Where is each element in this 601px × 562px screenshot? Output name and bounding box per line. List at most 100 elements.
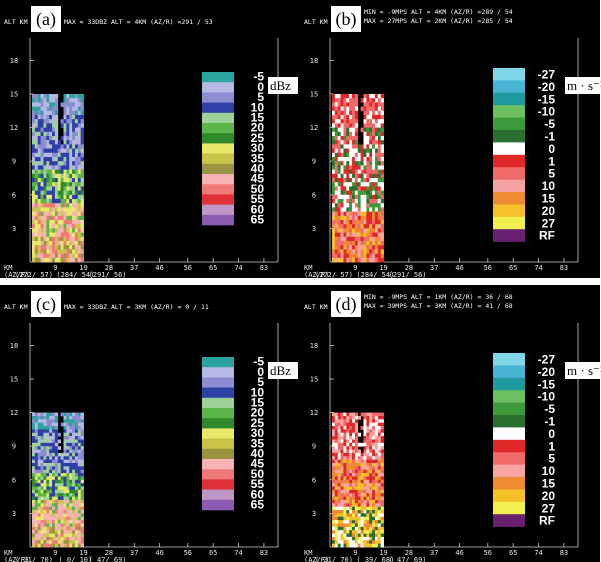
radar-cell: [372, 94, 376, 99]
radar-cell: [343, 211, 347, 217]
radar-cell: [366, 169, 370, 175]
radar-cell: [32, 182, 36, 187]
radar-cell: [54, 533, 59, 538]
radar-cell: [340, 469, 344, 474]
radar-cell: [346, 486, 350, 491]
radar-cell: [40, 520, 44, 524]
radar-cell: [374, 131, 379, 137]
radar-cell: [349, 493, 353, 497]
radar-cell: [40, 540, 44, 545]
radar-cell: [352, 199, 356, 204]
radar-cell: [380, 173, 384, 179]
radar-cell: [354, 220, 359, 225]
radar-cell: [363, 182, 367, 187]
radar-cell: [37, 536, 41, 541]
x-tick-label: 74: [534, 264, 542, 272]
radar-cell: [357, 211, 362, 217]
radar-cell: [43, 523, 47, 528]
radar-cell: [40, 536, 44, 541]
radar-cell: [377, 245, 382, 250]
radar-cell: [363, 419, 367, 424]
radar-cell: [346, 232, 350, 238]
radar-cell: [334, 533, 339, 538]
radar-cell: [332, 207, 336, 212]
radar-cell: [66, 136, 70, 141]
radar-cell: [372, 157, 376, 162]
radar-cell: [69, 148, 73, 154]
radar-cell: [74, 533, 79, 538]
radar-cell: [32, 463, 36, 467]
radar-cell: [374, 186, 379, 191]
radar-cell: [354, 419, 359, 424]
radar-cell: [69, 199, 73, 204]
radar-cell: [60, 144, 64, 149]
radar-cell: [57, 446, 62, 450]
radar-data-field: [332, 94, 384, 263]
radar-cell: [363, 543, 367, 548]
radar-cell: [72, 136, 76, 141]
radar-cell: [337, 530, 341, 534]
radar-cell: [340, 516, 344, 521]
radar-cell: [54, 144, 59, 149]
radar-cell: [46, 152, 50, 158]
radar-cell: [352, 540, 356, 545]
radar-cell: [32, 526, 36, 531]
radar-cell: [377, 144, 382, 149]
radar-cell: [40, 473, 44, 477]
radar-cell: [366, 207, 370, 212]
radar-cell: [74, 452, 79, 457]
radar-cell: [340, 432, 344, 437]
radar-cell: [43, 140, 47, 145]
radar-cell: [366, 486, 370, 491]
radar-cell: [37, 220, 41, 225]
radar-cell: [66, 199, 70, 204]
radar-cell: [32, 422, 36, 427]
radar-cell: [380, 486, 384, 491]
radar-cell: [43, 215, 47, 221]
y-tick-label: 6: [12, 476, 16, 484]
radar-cell: [54, 203, 59, 208]
radar-cell: [337, 236, 341, 242]
radar-cell: [352, 257, 356, 263]
radar-cell: [63, 249, 67, 254]
radar-cell: [377, 199, 382, 204]
radar-cell: [37, 493, 41, 497]
radar-cell: [57, 463, 62, 467]
radar-cell: [69, 131, 73, 137]
radar-cell: [332, 136, 336, 141]
radar-cell: [46, 148, 50, 154]
radar-cell: [372, 228, 376, 233]
radar-cell: [372, 136, 376, 141]
radar-cell: [43, 513, 47, 518]
radar-cell: [360, 473, 364, 477]
y-tick-label: 15: [310, 376, 318, 384]
radar-cell: [57, 476, 62, 481]
radar-cell: [377, 489, 382, 494]
radar-cell: [69, 152, 73, 158]
radar-cell: [72, 152, 76, 158]
radar-cell: [46, 178, 50, 183]
radar-cell: [37, 211, 41, 217]
radar-cell: [374, 127, 379, 133]
radar-cell: [52, 473, 56, 477]
radar-cell: [337, 419, 341, 424]
radar-cell: [377, 432, 382, 437]
radar-cell: [349, 415, 353, 420]
x-tick-label: 83: [560, 264, 568, 272]
radar-cell: [343, 178, 347, 183]
radar-cell: [63, 186, 67, 191]
radar-cell: [74, 241, 79, 246]
radar-cell: [354, 224, 359, 229]
radar-cell: [334, 449, 339, 454]
radar-cell: [72, 94, 76, 99]
radar-cell: [332, 503, 336, 508]
radar-cell: [72, 245, 76, 250]
radar-cell: [46, 412, 50, 417]
y-tick-label: 9: [312, 158, 316, 166]
radar-cell: [377, 203, 382, 208]
radar-cell: [343, 520, 347, 524]
radar-cell: [43, 469, 47, 474]
radar-cell: [49, 152, 53, 158]
radar-cell: [80, 178, 84, 183]
radar-cell: [346, 203, 350, 208]
